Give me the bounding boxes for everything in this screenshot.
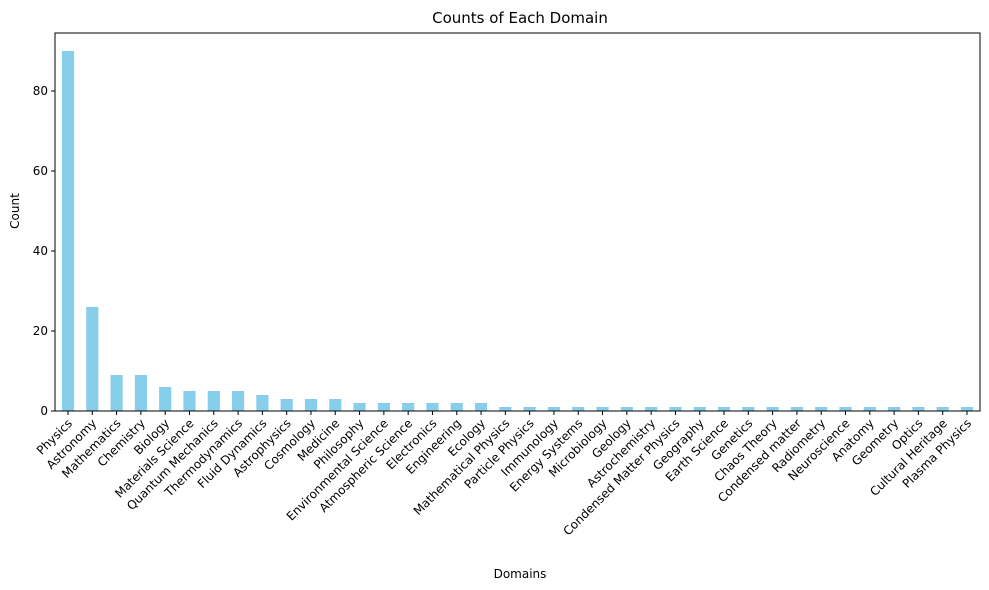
y-tick-label: 40 bbox=[33, 244, 48, 258]
bar-mathematics bbox=[110, 375, 123, 411]
x-axis-label: Domains bbox=[494, 567, 547, 581]
bar-environmental-science bbox=[377, 403, 390, 411]
bar-microbiology bbox=[596, 407, 609, 411]
y-tick-label: 60 bbox=[33, 164, 48, 178]
bar-mathematical-physics bbox=[499, 407, 512, 411]
bar-physics bbox=[61, 51, 75, 411]
bars-group bbox=[61, 51, 974, 411]
bar-atmospheric-science bbox=[402, 403, 415, 411]
bar-condensed-matter bbox=[790, 407, 803, 411]
bar-energy-systems bbox=[572, 407, 585, 411]
y-axis-label: Count bbox=[8, 193, 22, 229]
bar-ecology bbox=[474, 403, 488, 411]
bar-earth-science bbox=[717, 407, 731, 411]
bar-cultural-heritage bbox=[936, 407, 949, 411]
bar-materials-science bbox=[183, 391, 196, 411]
bar-electronics bbox=[426, 403, 439, 411]
y-tick-label: 20 bbox=[33, 324, 48, 338]
bar-radiometry bbox=[815, 407, 828, 411]
bar-engineering bbox=[450, 403, 463, 411]
bar-medicine bbox=[329, 399, 342, 411]
bar-optics bbox=[912, 407, 925, 411]
bar-chaos-theory bbox=[766, 407, 779, 411]
y-tick-label: 80 bbox=[33, 84, 48, 98]
y-axis: 0 20 40 60 80 bbox=[33, 84, 55, 418]
bar-geology bbox=[620, 407, 633, 411]
bar-immunology bbox=[547, 407, 561, 411]
bar-anatomy bbox=[863, 407, 876, 411]
bar-geography bbox=[693, 407, 706, 411]
bar-cosmology bbox=[304, 399, 318, 411]
bar-condensed-matter-physics bbox=[669, 407, 682, 411]
bar-geometry bbox=[888, 407, 901, 411]
bar-astrophysics bbox=[280, 399, 293, 411]
bar-astronomy bbox=[86, 307, 99, 411]
bar-genetics bbox=[742, 407, 755, 411]
bar-plasma-physics bbox=[960, 407, 974, 411]
bar-quantum-mechanics bbox=[207, 391, 220, 411]
bar-particle-physics bbox=[523, 407, 536, 411]
bar-fluid-dynamics bbox=[256, 395, 269, 411]
bar-astrochemistry bbox=[645, 407, 658, 411]
chart-title: Counts of Each Domain bbox=[432, 9, 608, 27]
bar-thermodynamics bbox=[232, 391, 245, 411]
bar-philosophy bbox=[353, 403, 366, 411]
bar-biology bbox=[159, 387, 172, 411]
x-axis: PhysicsAstronomyMathematicsChemistryBiol… bbox=[34, 411, 974, 538]
bar-neuroscience bbox=[839, 407, 852, 411]
plot-frame bbox=[54, 32, 981, 412]
bar-chemistry bbox=[134, 375, 147, 411]
y-tick-label: 0 bbox=[40, 404, 48, 418]
